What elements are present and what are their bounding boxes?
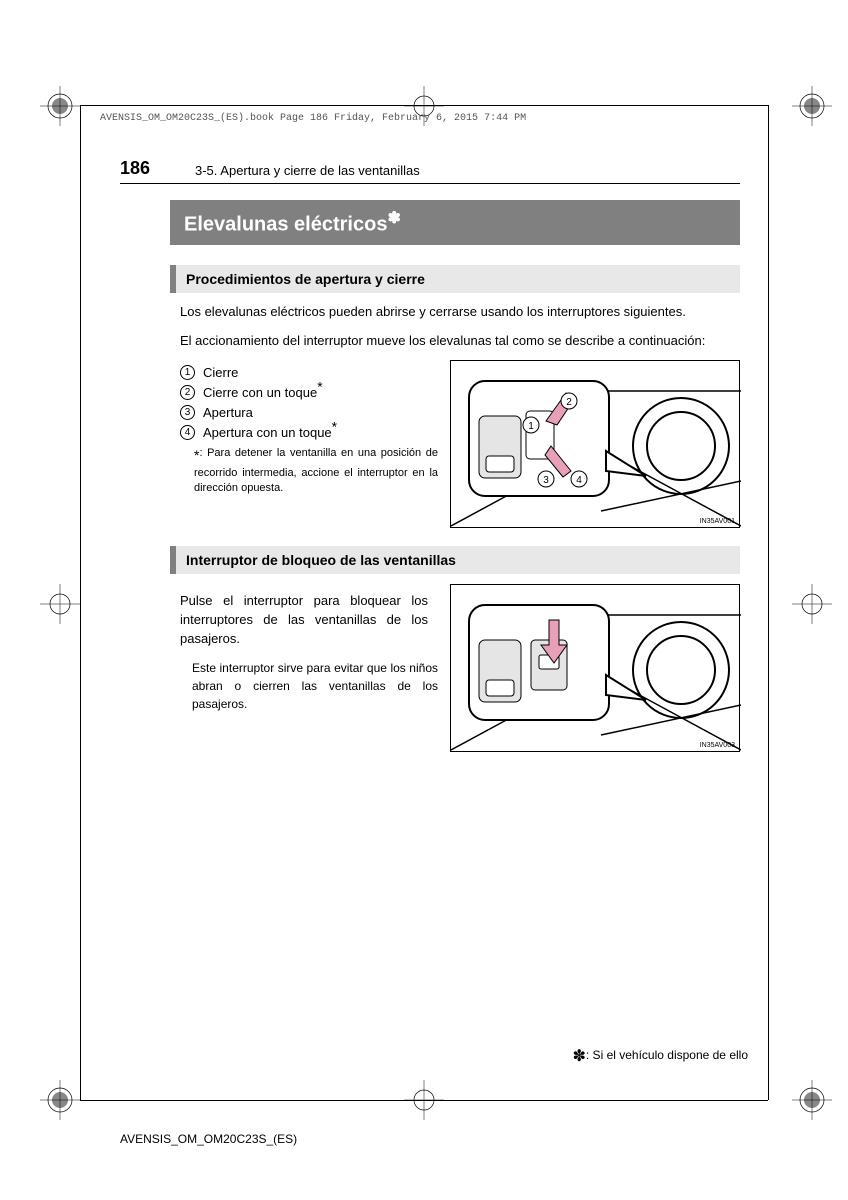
reg-line [80,1100,768,1101]
asterisk-icon: * [317,379,322,395]
svg-text:3: 3 [543,475,549,486]
subheading-procedures: Procedimientos de apertura y cierre [170,265,740,293]
bottom-footnote: ✽: Si el vehículo dispone de ello [572,1046,748,1066]
reg-line [80,105,768,106]
list-number-1: 1 [180,365,195,380]
section2-row: Pulse el interruptor para bloquear los i… [170,584,740,752]
header-rule [120,183,740,184]
figure-2: IN35AV003 [450,584,740,752]
title-asterisk: ✽ [387,210,400,227]
book-header-line: AVENSIS_OM_OM20C23S_(ES).book Page 186 F… [100,113,526,124]
list-item-4: 4 Apertura con un toque* [180,425,438,440]
asterisk-icon: * [332,419,337,435]
figure-1: 1 2 3 4 IN35AV001 [450,360,740,528]
svg-text:1: 1 [528,421,534,432]
section2-subpara: Este interruptor sirve para evitar que l… [192,659,438,713]
crop-mark-tr [792,86,832,126]
footer-code: AVENSIS_OM_OM20C23S_(ES) [120,1132,297,1146]
subheading-lock: Interruptor de bloqueo de las ventanilla… [170,546,740,574]
list-number-4: 4 [180,425,195,440]
intro-text-1: Los elevalunas eléctricos pueden abrirse… [180,303,730,322]
section-label: 3-5. Apertura y cierre de las ventanilla… [195,163,420,178]
title-text: Elevalunas eléctricos [184,214,387,236]
list-label-3: Apertura [203,405,253,420]
list-number-3: 3 [180,405,195,420]
list-item-1: 1 Cierre [180,365,438,380]
page-title: Elevalunas eléctricos✽ [170,200,740,245]
crop-mark-ml [40,584,80,624]
figure-2-id: IN35AV003 [700,742,735,749]
crop-mark-bl [40,1080,80,1120]
svg-text:4: 4 [576,475,582,486]
crop-mark-mr [792,584,832,624]
reg-line [80,105,81,1100]
bottom-footnote-marker: ✽ [572,1048,585,1065]
list-label-4: Apertura con un toque [203,425,332,440]
list-figure-row: 1 Cierre 2 Cierre con un toque* 3 Apertu… [170,360,740,528]
list-label-1: Cierre [203,365,238,380]
footnote-text: : Para detener la ventanilla en una posi… [194,447,438,494]
list-number-2: 2 [180,385,195,400]
list-label-2: Cierre con un toque [203,385,317,400]
section2-para: Pulse el interruptor para bloquear los i… [180,592,428,649]
crop-mark-br [792,1080,832,1120]
list-item-3: 3 Apertura [180,405,438,420]
list-item-2: 2 Cierre con un toque* [180,385,438,400]
figure-1-id: IN35AV001 [700,518,735,525]
main-content: Elevalunas eléctricos✽ Procedimientos de… [170,200,740,752]
svg-text:2: 2 [566,397,572,408]
bottom-footnote-text: : Si el vehículo dispone de ello [586,1048,748,1062]
crop-mark-tl [40,86,80,126]
page-number: 186 [120,158,150,179]
reg-line [768,105,769,1100]
footnote-1: *: Para detener la ventanilla en una pos… [194,446,438,496]
intro-text-2: El accionamiento del interruptor mueve l… [180,332,730,351]
